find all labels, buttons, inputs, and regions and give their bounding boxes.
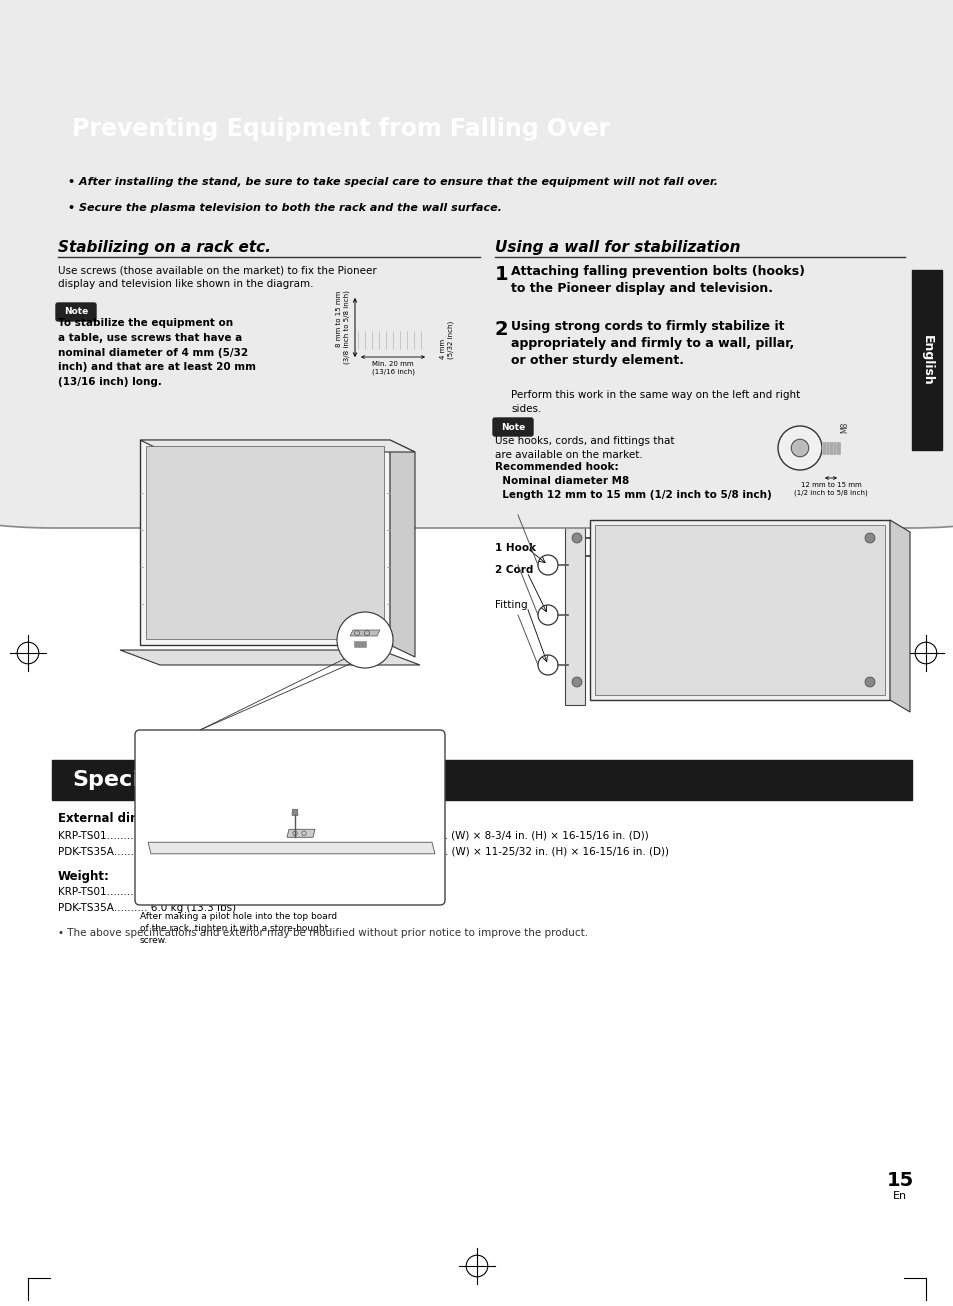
Text: Note: Note bbox=[64, 307, 88, 316]
Text: Min. 20 mm
(13/16 inch): Min. 20 mm (13/16 inch) bbox=[371, 360, 414, 375]
Bar bbox=[146, 447, 384, 639]
Text: Screw
(those available on
the market): Screw (those available on the market) bbox=[298, 772, 390, 811]
Polygon shape bbox=[287, 829, 314, 837]
Text: Falling prevention
metal fitting: Falling prevention metal fitting bbox=[305, 810, 385, 833]
Polygon shape bbox=[390, 440, 415, 657]
Text: 1: 1 bbox=[495, 265, 508, 283]
Polygon shape bbox=[350, 629, 379, 636]
Text: PDK-TS35A........... 922 mm (W) × 298.9 mm (H) × 430 mm (D) (36-5/16 in. (W) × 1: PDK-TS35A........... 922 mm (W) × 298.9 … bbox=[58, 848, 668, 857]
Bar bbox=[589, 520, 889, 700]
Polygon shape bbox=[120, 650, 419, 665]
Text: • Secure the plasma television to both the rack and the wall surface.: • Secure the plasma television to both t… bbox=[68, 202, 501, 213]
Circle shape bbox=[790, 439, 808, 457]
Circle shape bbox=[572, 677, 581, 687]
Text: Using strong cords to firmly stabilize it
appropriately and firmly to a wall, pi: Using strong cords to firmly stabilize i… bbox=[511, 320, 794, 367]
Bar bbox=[510, 511, 909, 714]
Bar bbox=[595, 525, 884, 695]
Text: Use hooks, cords, and fittings that
are available on the market.: Use hooks, cords, and fittings that are … bbox=[495, 436, 674, 460]
Text: • After installing the stand, be sure to take special care to ensure that the eq: • After installing the stand, be sure to… bbox=[68, 178, 718, 187]
Bar bbox=[52, 760, 911, 801]
Bar bbox=[140, 440, 390, 645]
Bar bbox=[52, 104, 911, 153]
Circle shape bbox=[778, 426, 821, 470]
Text: Stabilizing on a rack etc.: Stabilizing on a rack etc. bbox=[58, 240, 271, 255]
Text: En: En bbox=[892, 1191, 906, 1202]
Circle shape bbox=[336, 613, 393, 667]
Circle shape bbox=[572, 533, 581, 543]
Text: To stabilize the equipment on
a table, use screws that have a
nominal diameter o: To stabilize the equipment on a table, u… bbox=[58, 317, 255, 387]
Text: M8: M8 bbox=[840, 422, 848, 434]
Text: KRP-TS01............. 922 mm (W) × 222.4 mm (H) × 430 mm (D) (36-5/16 in. (W) × : KRP-TS01............. 922 mm (W) × 222.4… bbox=[58, 831, 648, 840]
Text: 4 mm
(5/32 inch): 4 mm (5/32 inch) bbox=[439, 321, 454, 359]
Text: External dimensions:: External dimensions: bbox=[58, 812, 197, 825]
FancyBboxPatch shape bbox=[135, 730, 444, 905]
Text: Preventing Equipment from Falling Over: Preventing Equipment from Falling Over bbox=[71, 118, 610, 141]
Text: KRP-TS01............. 5.8 kg (12.8 lbs): KRP-TS01............. 5.8 kg (12.8 lbs) bbox=[58, 887, 239, 897]
Polygon shape bbox=[889, 520, 909, 712]
FancyBboxPatch shape bbox=[493, 418, 533, 436]
Circle shape bbox=[864, 533, 874, 543]
Text: Specifications: Specifications bbox=[71, 771, 248, 790]
Polygon shape bbox=[140, 440, 415, 452]
Bar bbox=[58, 370, 448, 730]
Text: • The above specifications and exterior may be modified without prior notice to : • The above specifications and exterior … bbox=[58, 929, 587, 938]
Text: Recommended hook:: Recommended hook: bbox=[495, 462, 618, 471]
Text: 2: 2 bbox=[495, 320, 508, 340]
Polygon shape bbox=[148, 842, 435, 854]
Bar bbox=[821, 441, 840, 454]
Circle shape bbox=[864, 677, 874, 687]
Polygon shape bbox=[292, 810, 297, 815]
Text: English: English bbox=[920, 334, 933, 385]
Bar bbox=[428, 328, 436, 353]
Text: Weight:: Weight: bbox=[58, 870, 110, 883]
FancyBboxPatch shape bbox=[0, 0, 953, 528]
Text: Nominal diameter M8: Nominal diameter M8 bbox=[495, 475, 629, 486]
Text: Length 12 mm to 15 mm (1/2 inch to 5/8 inch): Length 12 mm to 15 mm (1/2 inch to 5/8 i… bbox=[495, 490, 771, 500]
Text: After making a pilot hole into the top board
of the rack, tighten it with a stor: After making a pilot hole into the top b… bbox=[140, 912, 336, 944]
Text: Attaching falling prevention bolts (hooks)
to the Pioneer display and television: Attaching falling prevention bolts (hook… bbox=[511, 265, 804, 295]
FancyBboxPatch shape bbox=[56, 303, 96, 321]
Text: 8 mm to 15 mm
(3/8 inch to 5/8 inch): 8 mm to 15 mm (3/8 inch to 5/8 inch) bbox=[335, 290, 350, 364]
Text: Using a wall for stabilization: Using a wall for stabilization bbox=[495, 240, 740, 255]
Bar bbox=[564, 515, 584, 705]
Text: PDK-TS35A.......... 6.0 kg (13.3 lbs): PDK-TS35A.......... 6.0 kg (13.3 lbs) bbox=[58, 902, 236, 913]
Bar bbox=[911, 270, 941, 451]
Text: 15: 15 bbox=[885, 1170, 913, 1190]
Text: 2 Cord: 2 Cord bbox=[495, 565, 533, 575]
Text: Perform this work in the same way on the left and right
sides.: Perform this work in the same way on the… bbox=[511, 390, 800, 414]
Text: Note: Note bbox=[500, 423, 524, 431]
Bar bbox=[354, 641, 366, 646]
Text: Fitting: Fitting bbox=[495, 599, 527, 610]
Text: 1 Hook: 1 Hook bbox=[495, 543, 536, 552]
Text: Use screws (those available on the market) to fix the Pioneer
display and televi: Use screws (those available on the marke… bbox=[58, 265, 376, 289]
Text: 12 mm to 15 mm
(1/2 inch to 5/8 inch): 12 mm to 15 mm (1/2 inch to 5/8 inch) bbox=[793, 482, 867, 496]
Bar bbox=[357, 330, 428, 349]
